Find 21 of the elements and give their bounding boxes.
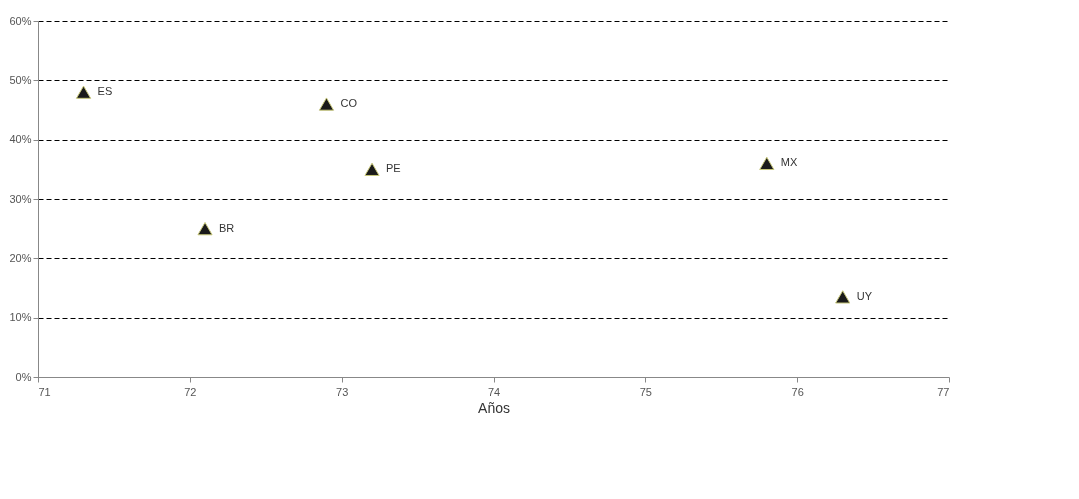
x-tick-label: 77: [937, 385, 950, 398]
annotation: CO: [340, 97, 358, 110]
annotation: MX: [780, 156, 798, 169]
x-axis-title: Años: [478, 399, 510, 416]
x-tick-label: 71: [38, 385, 51, 398]
annotation: BR: [219, 221, 235, 234]
x-tick-label: 74: [487, 385, 501, 398]
x-tick-label: 72: [184, 385, 197, 398]
x-tick-label: 75: [639, 385, 652, 398]
x-tick-label: 76: [791, 385, 804, 398]
annotation: ES: [97, 85, 113, 98]
annotation: PE: [386, 162, 401, 175]
y-tick-label: 40%: [9, 133, 32, 146]
y-tick-label: 20%: [9, 251, 32, 264]
x-tick-label: 73: [336, 385, 349, 398]
annotation: UY: [856, 289, 873, 302]
y-tick-label: 10%: [9, 311, 32, 324]
y-tick-label: 50%: [9, 73, 32, 86]
y-tick-label: 0%: [15, 370, 32, 383]
y-tick-label: 60%: [9, 14, 32, 27]
y-tick-label: 30%: [9, 192, 32, 205]
